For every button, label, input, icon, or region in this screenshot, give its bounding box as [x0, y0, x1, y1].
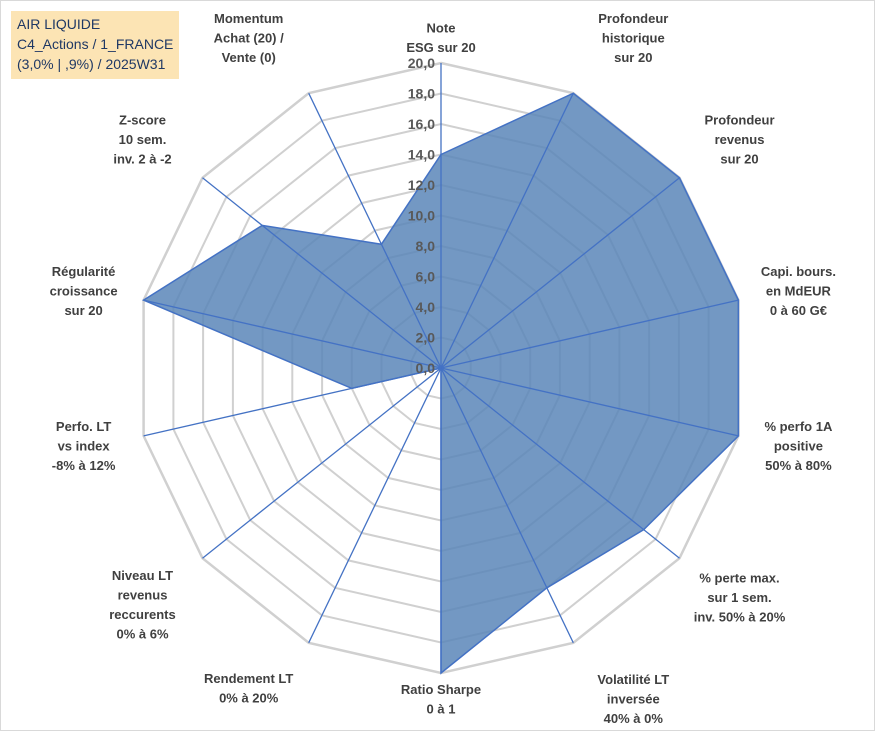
category-label: Niveau LT revenus reccurents 0% à 6%: [109, 568, 175, 642]
axis-spoke: [202, 177, 442, 369]
category-label-line: 10 sem.: [119, 132, 167, 147]
axis-spoke: [440, 92, 574, 369]
category-label-line: Ratio Sharpe: [401, 682, 481, 697]
category-label-line: historique: [602, 30, 665, 45]
tick-label: 0,0: [416, 360, 436, 376]
category-label: % perfo 1A positive 50% à 80%: [764, 419, 833, 473]
category-label: Profondeur revenus sur 20: [704, 113, 774, 167]
category-label-line: Rendement LT: [204, 671, 293, 686]
tick-label: 16,0: [408, 116, 435, 132]
axis-spoke: [143, 299, 442, 369]
category-label-line: Capi. bours.: [761, 264, 836, 279]
tick-label: 2,0: [416, 330, 436, 346]
category-label-line: reccurents: [109, 607, 175, 622]
category-label: Régularité croissance sur 20: [50, 264, 118, 318]
category-label-line: % perfo 1A: [764, 419, 833, 434]
category-label-line: sur 20: [64, 303, 102, 318]
axis-spoke: [440, 367, 739, 437]
category-label-line: Régularité: [52, 264, 116, 279]
stats-week: (3,0% | ,9%) / 2025W31: [17, 56, 166, 72]
category-label-line: en MdEUR: [766, 284, 832, 299]
tick-label: 6,0: [416, 269, 436, 285]
category-label-line: 0% à 20%: [219, 691, 279, 706]
category-label-line: 0 à 1: [427, 702, 456, 717]
portfolio-category: C4_Actions / 1_FRANCE: [17, 36, 174, 52]
category-label: Z-score 10 sem. inv. 2 à -2: [113, 113, 171, 167]
category-label-line: 40% à 0%: [604, 711, 664, 726]
category-label-line: Momentum: [214, 11, 283, 26]
tick-label: 18,0: [408, 86, 435, 102]
category-label-line: Z-score: [119, 113, 166, 128]
category-label-line: Vente (0): [222, 50, 276, 65]
category-label: Perfo. LT vs index -8% à 12%: [52, 419, 116, 473]
category-label: Rendement LT 0% à 20%: [204, 671, 293, 706]
category-label-line: sur 20: [614, 50, 652, 65]
category-label-line: positive: [774, 438, 823, 453]
category-label: Momentum Achat (20) / Vente (0): [214, 11, 284, 65]
category-label-line: revenus: [118, 588, 168, 603]
tick-label: 4,0: [416, 299, 436, 315]
category-label-line: Perfo. LT: [56, 419, 111, 434]
tick-label: 8,0: [416, 238, 436, 254]
category-label-line: vs index: [58, 438, 111, 453]
category-label-line: croissance: [50, 284, 118, 299]
axis-spoke: [440, 299, 739, 369]
category-label-line: revenus: [715, 132, 765, 147]
category-label-line: ESG sur 20: [406, 40, 475, 55]
category-label-line: Achat (20) /: [214, 30, 284, 45]
axis-spoke: [440, 367, 574, 644]
tick-label: 20,0: [408, 55, 435, 71]
category-label-line: 50% à 80%: [765, 458, 832, 473]
category-label-line: sur 1 sem.: [707, 590, 771, 605]
category-label-line: Volatilité LT: [597, 672, 669, 687]
category-label-line: Niveau LT: [112, 568, 173, 583]
category-label: Profondeur historique sur 20: [598, 11, 668, 65]
category-label-line: Note: [427, 21, 456, 36]
axis-spoke: [143, 367, 442, 437]
company-name: AIR LIQUIDE: [17, 16, 101, 32]
category-label: Volatilité LT inversée 40% à 0%: [597, 672, 669, 726]
category-label: Capi. bours. en MdEUR 0 à 60 G€: [761, 264, 836, 318]
axis-spoke: [202, 367, 442, 559]
category-label-line: -8% à 12%: [52, 458, 116, 473]
axis-spoke: [440, 367, 680, 559]
category-label-line: inv. 50% à 20%: [694, 609, 786, 624]
tick-label: 14,0: [408, 147, 435, 163]
category-label-line: 0 à 60 G€: [770, 303, 827, 318]
category-label-line: sur 20: [720, 152, 758, 167]
category-label: Ratio Sharpe 0 à 1: [401, 682, 481, 717]
category-label-line: 0% à 6%: [116, 627, 168, 642]
category-label-line: inv. 2 à -2: [113, 152, 171, 167]
category-label-line: Profondeur: [704, 113, 774, 128]
axis-spoke: [440, 177, 680, 369]
category-label: % perte max. sur 1 sem. inv. 50% à 20%: [694, 570, 786, 624]
category-label-line: % perte max.: [699, 570, 779, 585]
category-label-line: inversée: [607, 692, 660, 707]
category-label-line: Profondeur: [598, 11, 668, 26]
info-box: AIR LIQUIDE C4_Actions / 1_FRANCE (3,0% …: [11, 11, 180, 79]
category-label: Note ESG sur 20: [406, 21, 475, 56]
axis-spoke: [308, 92, 442, 369]
tick-label: 12,0: [408, 177, 435, 193]
tick-label: 10,0: [408, 208, 435, 224]
axis-spoke: [308, 367, 442, 644]
